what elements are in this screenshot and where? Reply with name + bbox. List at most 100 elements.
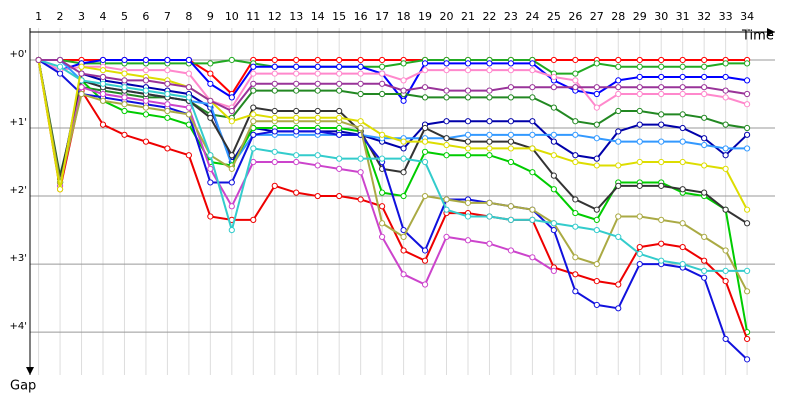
data-point [701,274,708,281]
data-point [400,97,407,104]
y-axis-arrow [26,367,34,375]
data-point [78,70,85,77]
data-point [529,67,536,74]
data-point [400,271,407,278]
data-point [379,233,386,240]
data-point [421,138,429,145]
data-point [572,84,579,91]
data-point [572,254,579,261]
data-point [379,80,386,87]
data-point [593,155,600,162]
data-point [743,288,751,295]
x-tick-label: 10 [225,10,239,23]
data-point [314,192,321,200]
y-tick-label: +1' [10,117,28,128]
data-point [443,67,450,74]
data-point [658,63,665,70]
data-point [314,56,321,64]
data-point [722,247,729,254]
data-point [379,56,386,64]
data-point [400,233,407,240]
x-tick-label: 1 [35,10,42,23]
y-tick-label: +2' [10,185,28,196]
data-point [572,152,579,159]
data-point [443,233,450,240]
y-tick-label: +3' [10,253,28,264]
x-tick-label: 14 [311,10,325,23]
data-point [250,216,257,223]
data-point [679,260,686,268]
data-point [636,158,643,166]
data-point [464,67,472,74]
data-point [400,87,407,94]
data-point [228,118,235,125]
series-line [37,59,748,176]
data-point [228,107,235,115]
data-point [529,84,536,91]
data-point [443,196,450,203]
data-point [164,114,171,121]
data-point [658,84,665,91]
data-point [743,206,751,213]
data-point [507,84,515,91]
data-point [400,60,407,67]
data-point [164,145,171,152]
data-point [250,80,257,87]
data-point [250,70,257,77]
data-point [271,182,278,189]
data-point [572,158,579,166]
data-point [228,203,235,210]
data-point [464,87,472,94]
data-point [701,63,708,70]
data-point [701,90,708,98]
data-point [164,56,171,64]
data-point [636,243,643,251]
data-point [250,118,257,125]
data-point [658,121,665,128]
data-point [379,70,386,77]
data-point [443,135,450,142]
data-point [593,162,600,169]
data-point [615,162,622,169]
data-point [228,152,235,159]
data-point [679,90,686,98]
data-point [679,63,686,70]
data-point [400,247,407,254]
data-point [99,56,107,64]
data-point [615,63,622,70]
data-point [421,192,429,200]
data-point [207,60,214,67]
x-tick-label: 23 [504,10,518,23]
data-point [658,73,665,81]
data-point [207,114,214,121]
y-tick-label: +0' [10,49,28,60]
data-point [271,128,278,135]
x-tick-label: 25 [547,10,561,23]
data-point [314,70,321,77]
data-point [679,111,686,118]
x-tick-label: 12 [268,10,282,23]
data-point [743,77,751,84]
data-point [271,87,278,94]
data-point [336,124,343,132]
data-point [679,220,686,227]
data-point [35,56,42,64]
data-point [743,145,751,152]
data-point [593,278,600,285]
data-point [185,56,192,64]
data-point [636,182,643,189]
data-point [121,77,128,84]
data-point [529,145,536,152]
data-point [121,107,128,115]
data-point [593,84,600,91]
data-point [228,179,235,186]
data-point [550,84,557,91]
data-point [658,138,665,145]
data-point [336,107,343,115]
data-point [550,186,557,193]
data-point [336,165,343,172]
data-point [250,63,257,70]
data-point [722,206,729,213]
data-point [185,111,192,118]
data-point [593,260,600,268]
